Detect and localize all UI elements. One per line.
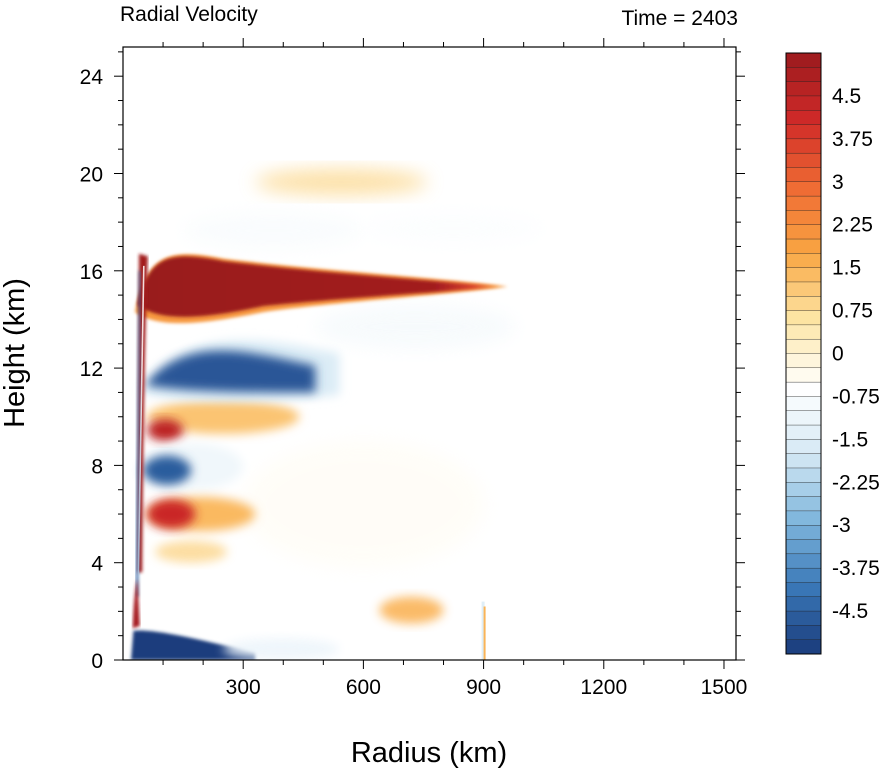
plot-frame — [122, 46, 737, 661]
colorbar-bin — [785, 310, 822, 326]
velocity-field — [131, 168, 544, 660]
bl-inflow-tail — [223, 638, 340, 660]
colorbar-bin — [785, 110, 822, 126]
y-tick-label: 12 — [80, 358, 103, 381]
x-tick-label: 300 — [226, 676, 261, 699]
colorbar — [785, 52, 822, 655]
weak-outflow-patch — [255, 168, 428, 196]
colorbar-bin — [785, 253, 822, 269]
colorbar-bin — [785, 453, 822, 469]
streak-900km-warm — [483, 606, 486, 660]
x-tick-label: 1200 — [580, 676, 627, 699]
colorbar-tick-label: 4.5 — [832, 85, 861, 108]
colorbar-bin — [785, 353, 822, 369]
x-tick-label: 600 — [346, 676, 381, 699]
mid-inflow-core — [143, 455, 192, 485]
x-tick-label: 900 — [466, 676, 501, 699]
y-axis-ticks: 0 4 8 12 16 20 24 — [80, 51, 745, 673]
colorbar-bin — [785, 167, 822, 183]
colorbar-bin — [785, 367, 822, 383]
y-tick-label: 0 — [91, 650, 103, 673]
y-tick-label: 24 — [80, 66, 104, 89]
colorbar-tick-label: 1.5 — [832, 257, 861, 280]
colorbar-bin — [785, 639, 822, 655]
colorbar-bin — [785, 195, 822, 211]
colorbar-tick-label: 3.75 — [832, 128, 873, 151]
y-tick-label: 8 — [91, 455, 103, 478]
y-tick-label: 20 — [80, 163, 103, 186]
colorbar-frame — [785, 52, 822, 655]
colorbar-bin — [785, 267, 822, 283]
x-axis-ticks: 300 600 900 1200 1500 — [162, 38, 748, 699]
colorbar-bin — [785, 410, 822, 426]
colorbar-bin — [785, 224, 822, 240]
colorbar-bin — [785, 324, 822, 340]
mid-outflow-core — [147, 419, 184, 442]
upper-outflow — [137, 256, 500, 317]
colorbar-bin — [785, 67, 822, 83]
time-label: Time = 2403 — [621, 7, 738, 30]
colorbar-tick-label: 0.75 — [832, 300, 873, 323]
colorbar-bin — [785, 610, 822, 626]
colorbar-tick-label: 2.25 — [832, 214, 873, 237]
colorbar-bin — [785, 381, 822, 397]
upper-inflow-core — [145, 350, 316, 393]
colorbar-bin — [785, 539, 822, 555]
colorbar-bin — [785, 567, 822, 583]
colorbar-bin — [785, 238, 822, 254]
colorbar-bin — [785, 582, 822, 598]
y-tick-label: 16 — [80, 261, 103, 284]
colorbar-bin — [785, 210, 822, 226]
mid-outflow-halo — [147, 399, 300, 434]
colorbar-tick-label: 0 — [832, 343, 844, 366]
low-outflow-faint — [155, 540, 228, 563]
colorbar-tick-label: -3.75 — [832, 557, 880, 580]
colorbar-bin — [785, 95, 822, 111]
colorbar-bin — [785, 510, 822, 526]
colorbar-bin — [785, 424, 822, 440]
colorbar-tick-label: -2.25 — [832, 471, 880, 494]
y-axis-label: Height (km) — [0, 278, 31, 428]
streak-900km — [481, 601, 485, 660]
weak-inflow-outflow-tail — [315, 304, 516, 349]
colorbar-bin — [785, 138, 822, 154]
x-tick-label: 1500 — [701, 676, 748, 699]
chart-title: Radial Velocity — [120, 3, 258, 26]
eyewall-inflow-column — [135, 270, 141, 597]
weak-inflow-upper-left — [183, 212, 364, 249]
colorbar-bin — [785, 553, 822, 569]
bl-inflow-core — [131, 630, 256, 660]
bl-outflow — [132, 579, 140, 629]
colorbar-bin — [785, 52, 822, 68]
colorbar-bin — [785, 625, 822, 641]
surface-patch — [379, 596, 444, 624]
colorbar-bin — [785, 296, 822, 312]
colorbar-bin — [785, 596, 822, 612]
colorbar-tick-label: -0.75 — [832, 385, 880, 408]
colorbar-bin — [785, 338, 822, 355]
colorbar-bin — [785, 496, 822, 512]
colorbar-tick-label: -3 — [832, 514, 851, 537]
colorbar-bin — [785, 396, 822, 412]
colorbar-bin — [785, 482, 822, 498]
colorbar-bin — [785, 525, 822, 541]
x-axis-label: Radius (km) — [351, 737, 507, 769]
colorbar-bin — [785, 467, 822, 483]
colorbar-labels: 4.5 3.75 3 2.25 1.5 0.75 0 -0.75 -1.5 -2.25 -3 -3.7… — [832, 85, 880, 623]
colorbar-tick-label: -4.5 — [832, 600, 868, 623]
colorbar-bin — [785, 152, 822, 168]
weak-inflow-upper-right — [363, 212, 544, 245]
low-outflow-core — [147, 499, 196, 529]
colorbar-bin — [785, 281, 822, 297]
colorbar-bin — [785, 439, 822, 455]
y-tick-label: 4 — [91, 553, 103, 576]
colorbar-bin — [785, 81, 822, 97]
eyewall-gap — [137, 265, 145, 578]
colorbar-bin — [785, 181, 822, 197]
colorbar-tick-label: 3 — [832, 171, 844, 194]
colorbar-bin — [785, 124, 822, 140]
colorbar-tick-label: -1.5 — [832, 428, 868, 451]
faint-mid-inflow — [243, 441, 484, 568]
